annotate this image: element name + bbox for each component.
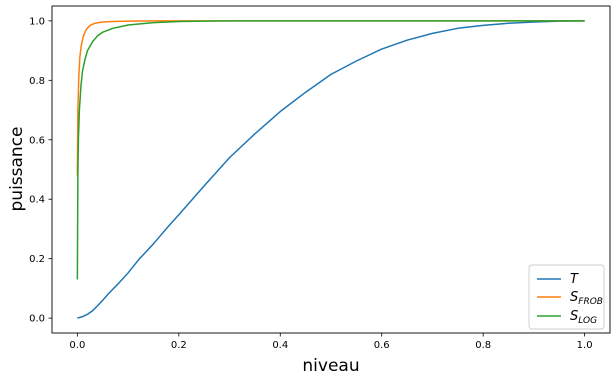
x-tick-label: 0.0 (69, 340, 85, 351)
legend-label-slog: SLOG (570, 309, 597, 326)
x-axis-label: niveau (302, 356, 359, 376)
series-line-s-log (76, 20, 585, 280)
legend: T SFROB SLOG (528, 264, 605, 330)
x-tick-label: 0.6 (374, 340, 390, 351)
series-lines (76, 20, 585, 319)
x-tick-label: 0.2 (171, 340, 187, 351)
x-tick-label: 1.0 (577, 340, 593, 351)
legend-box (528, 264, 605, 330)
axis-ticks: 0.0 0.2 0.4 0.6 0.8 1.0 0.0 0.2 0.4 0.6 0.8 1.0 (29, 16, 592, 351)
y-axis-label: puissance (7, 127, 27, 212)
legend-label-sfrob: SFROB (570, 290, 603, 307)
series-line-s-frob (76, 20, 585, 176)
plot-frame (51, 5, 611, 334)
legend-label-t: T (570, 272, 579, 287)
x-tick-label: 0.8 (475, 340, 491, 351)
y-tick-label: 0.8 (29, 76, 45, 87)
y-tick-label: 0.4 (29, 195, 45, 206)
y-tick-label: 1.0 (29, 16, 45, 27)
y-tick-label: 0.6 (29, 135, 45, 146)
y-tick-label: 0.2 (29, 254, 45, 265)
x-tick-label: 0.4 (272, 340, 288, 351)
series-line-t (77, 20, 585, 319)
y-tick-label: 0.0 (29, 314, 45, 325)
